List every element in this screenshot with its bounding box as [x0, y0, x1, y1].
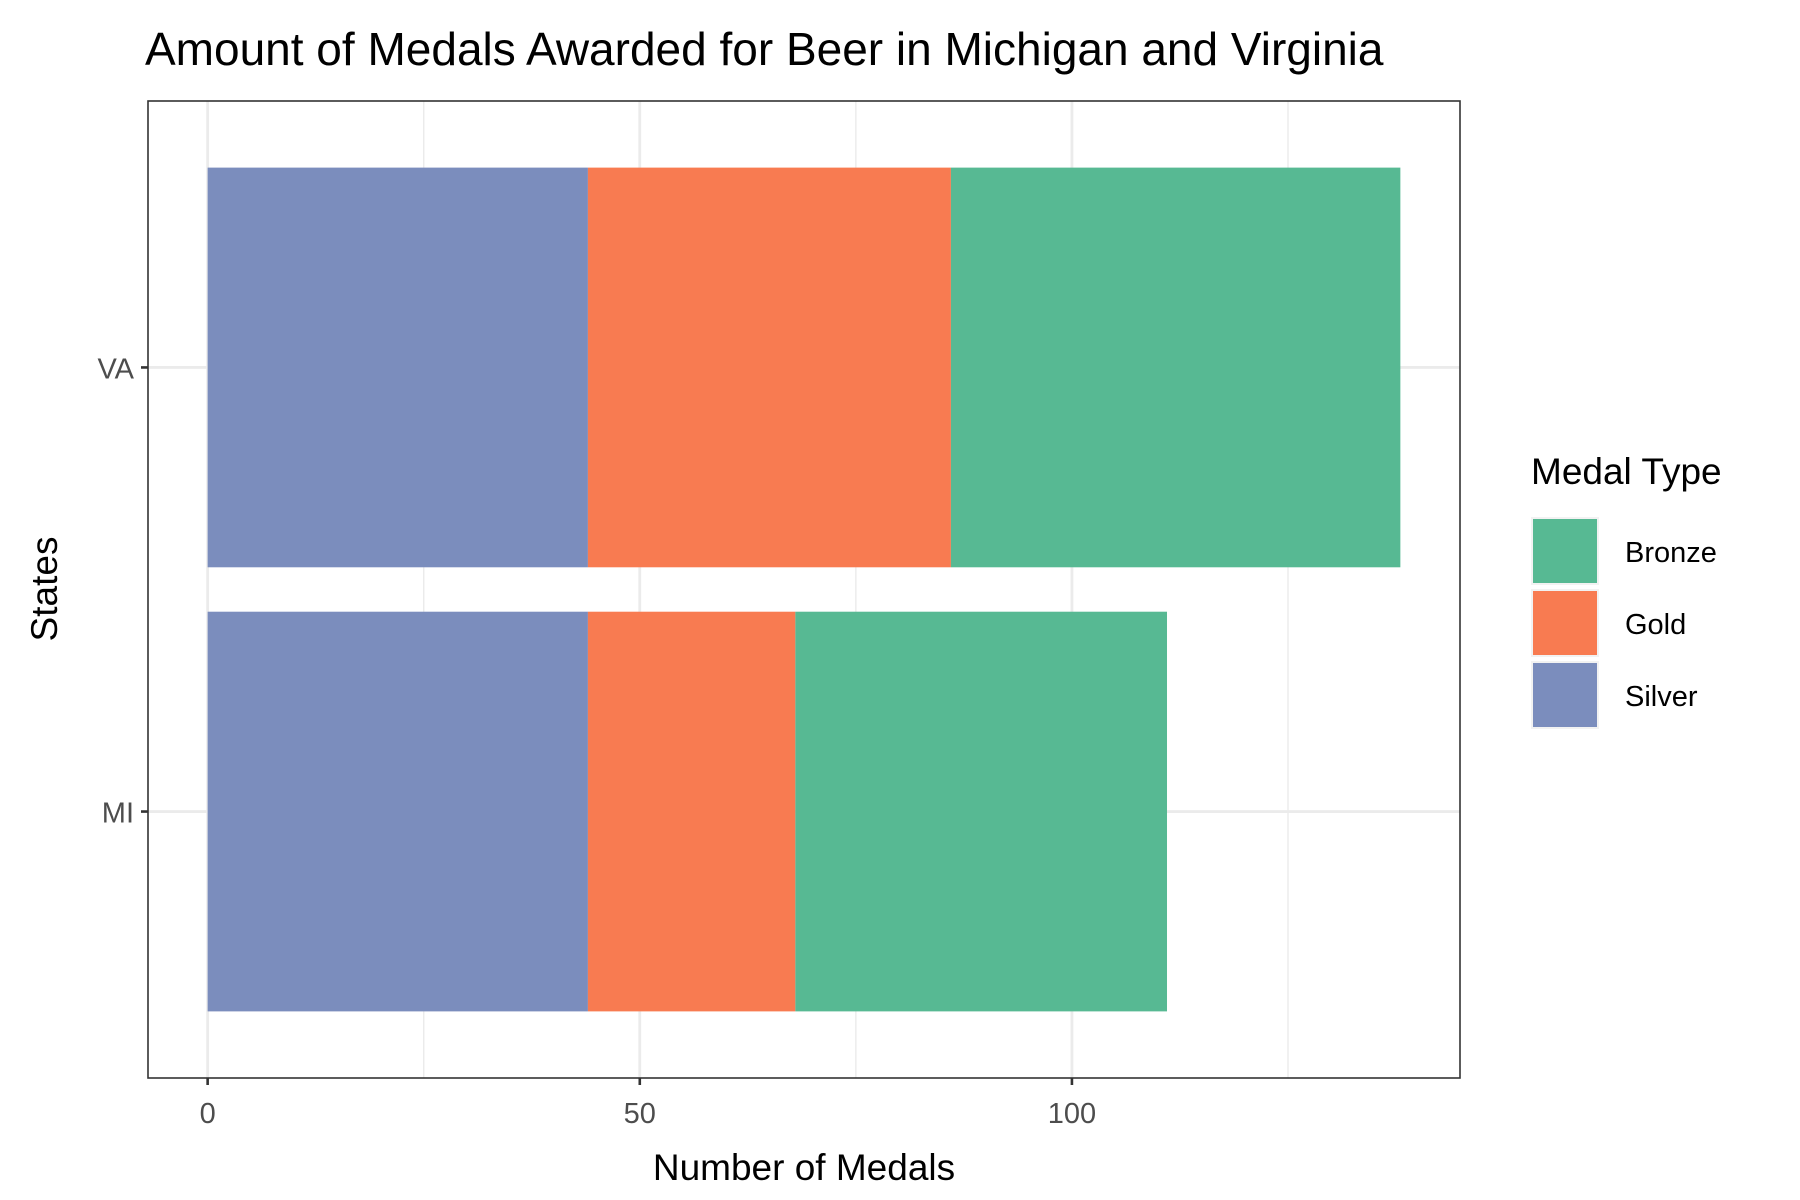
bar-va-bronze: [950, 167, 1401, 568]
bar-va-silver: [207, 167, 588, 568]
legend-label: Silver: [1625, 681, 1698, 713]
legend-key-bronze: [1533, 519, 1597, 583]
legend-key-silver: [1533, 663, 1597, 727]
x-axis-title: Number of Medals: [653, 1147, 955, 1188]
bars: [207, 167, 1401, 1012]
y-tick-label: MI: [102, 798, 134, 830]
legend-key-gold: [1533, 591, 1597, 655]
bar-mi-silver: [207, 611, 588, 1012]
bar-va-gold: [587, 167, 951, 568]
legend-label: Gold: [1625, 609, 1686, 641]
plot-panel-border: [147, 100, 1461, 1079]
x-tick-label: 0: [200, 1098, 216, 1130]
bar-mi-gold: [587, 611, 796, 1012]
chart-title: Amount of Medals Awarded for Beer in Mic…: [145, 23, 1384, 75]
legend-label: Bronze: [1625, 537, 1717, 569]
x-tick-label: 50: [624, 1098, 656, 1130]
bar-mi-bronze: [795, 611, 1168, 1012]
legend-title: Medal Type: [1531, 451, 1722, 492]
axes: 0 50 100 MI VA: [97, 353, 1096, 1130]
y-axis-title: States: [24, 537, 65, 642]
x-tick-label: 100: [1048, 1098, 1096, 1130]
legend: Medal Type Bronze Gold Silver: [1531, 451, 1722, 729]
y-tick-label: VA: [97, 353, 134, 385]
